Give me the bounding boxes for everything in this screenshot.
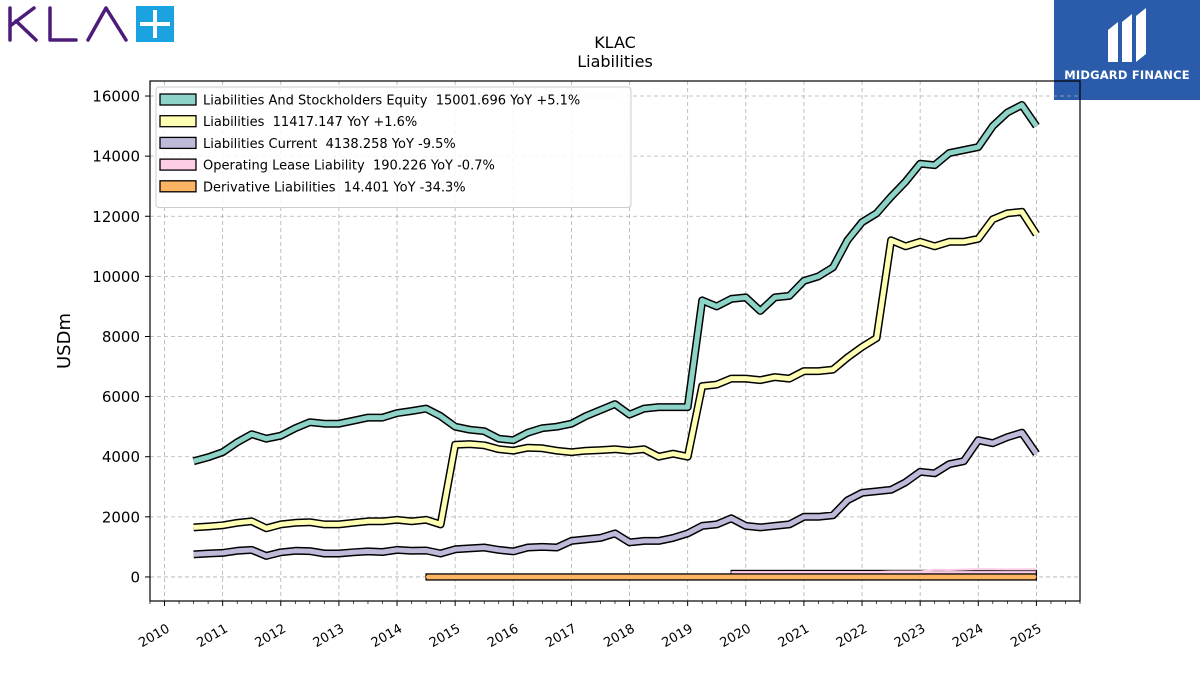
y-tick-label: 12000 [92,208,140,226]
x-tick-label: 2015 [427,621,463,651]
series-line-liabilities-and-stockholders-equity [192,102,1039,464]
legend-label: Liabilities 11417.147 YoY +1.6% [203,115,417,130]
y-tick-label: 10000 [92,268,140,286]
y-tick-label: 0 [130,568,140,586]
x-tick-label: 2022 [834,621,870,651]
x-tick-label: 2012 [253,621,289,651]
y-tick-label: 8000 [102,328,140,346]
series-line-operating-lease-liability [731,568,1037,574]
y-axis-label: USDm [54,313,75,369]
legend-label: Liabilities And Stockholders Equity 1500… [203,94,580,109]
y-tick-label: 16000 [92,88,140,106]
x-tick-label: 2020 [718,621,754,651]
series-layer [192,101,1040,581]
x-tick-label: 2021 [776,621,812,651]
kla-logo-icon [8,6,174,42]
y-tick-label: 6000 [102,388,140,406]
chart-title: KLAC [594,33,636,52]
legend-swatch [159,158,197,171]
legend-swatch [159,136,197,150]
x-tick-label: 2025 [1008,621,1044,651]
x-tick-label: 2023 [892,621,928,651]
y-tick-label: 4000 [102,448,140,466]
x-tick-label: 2018 [601,621,637,651]
x-tick-label: 2019 [659,621,695,651]
badge-label: MIDGARD FINANCE [1064,68,1190,82]
y-tick-label: 2000 [102,508,140,526]
legend-swatch [159,93,197,106]
midgard-finance-badge: MIDGARD FINANCE [1054,0,1200,100]
series-line-liabilities [193,209,1039,531]
x-tick-label: 2024 [950,621,986,651]
legend-box [155,86,632,208]
x-tick-label: 2017 [543,621,579,651]
legend: Liabilities And Stockholders Equity 1500… [155,86,632,208]
x-tick-label: 2016 [485,621,521,651]
series-line-derivative-liabilities [426,575,1037,578]
legend-label: Liabilities Current 4138.258 YoY -9.5% [203,137,456,152]
legend-label: Operating Lease Liability 190.226 YoY -0… [203,159,495,174]
midgard-logo-icon [1108,8,1146,62]
x-tick-label: 2010 [136,621,172,651]
series-line-liabilities-current [193,430,1039,559]
y-tick-label: 14000 [92,148,140,166]
legend-swatch [159,115,197,128]
legend-swatch [159,180,197,193]
x-tick-label: 2011 [194,621,230,651]
x-tick-label: 2014 [369,621,405,651]
legend-label: Derivative Liabilities 14.401 YoY -34.3% [203,180,466,195]
brand-logo [4,4,176,44]
chart-subtitle: Liabilities [577,52,653,71]
x-tick-label: 2013 [311,621,347,651]
